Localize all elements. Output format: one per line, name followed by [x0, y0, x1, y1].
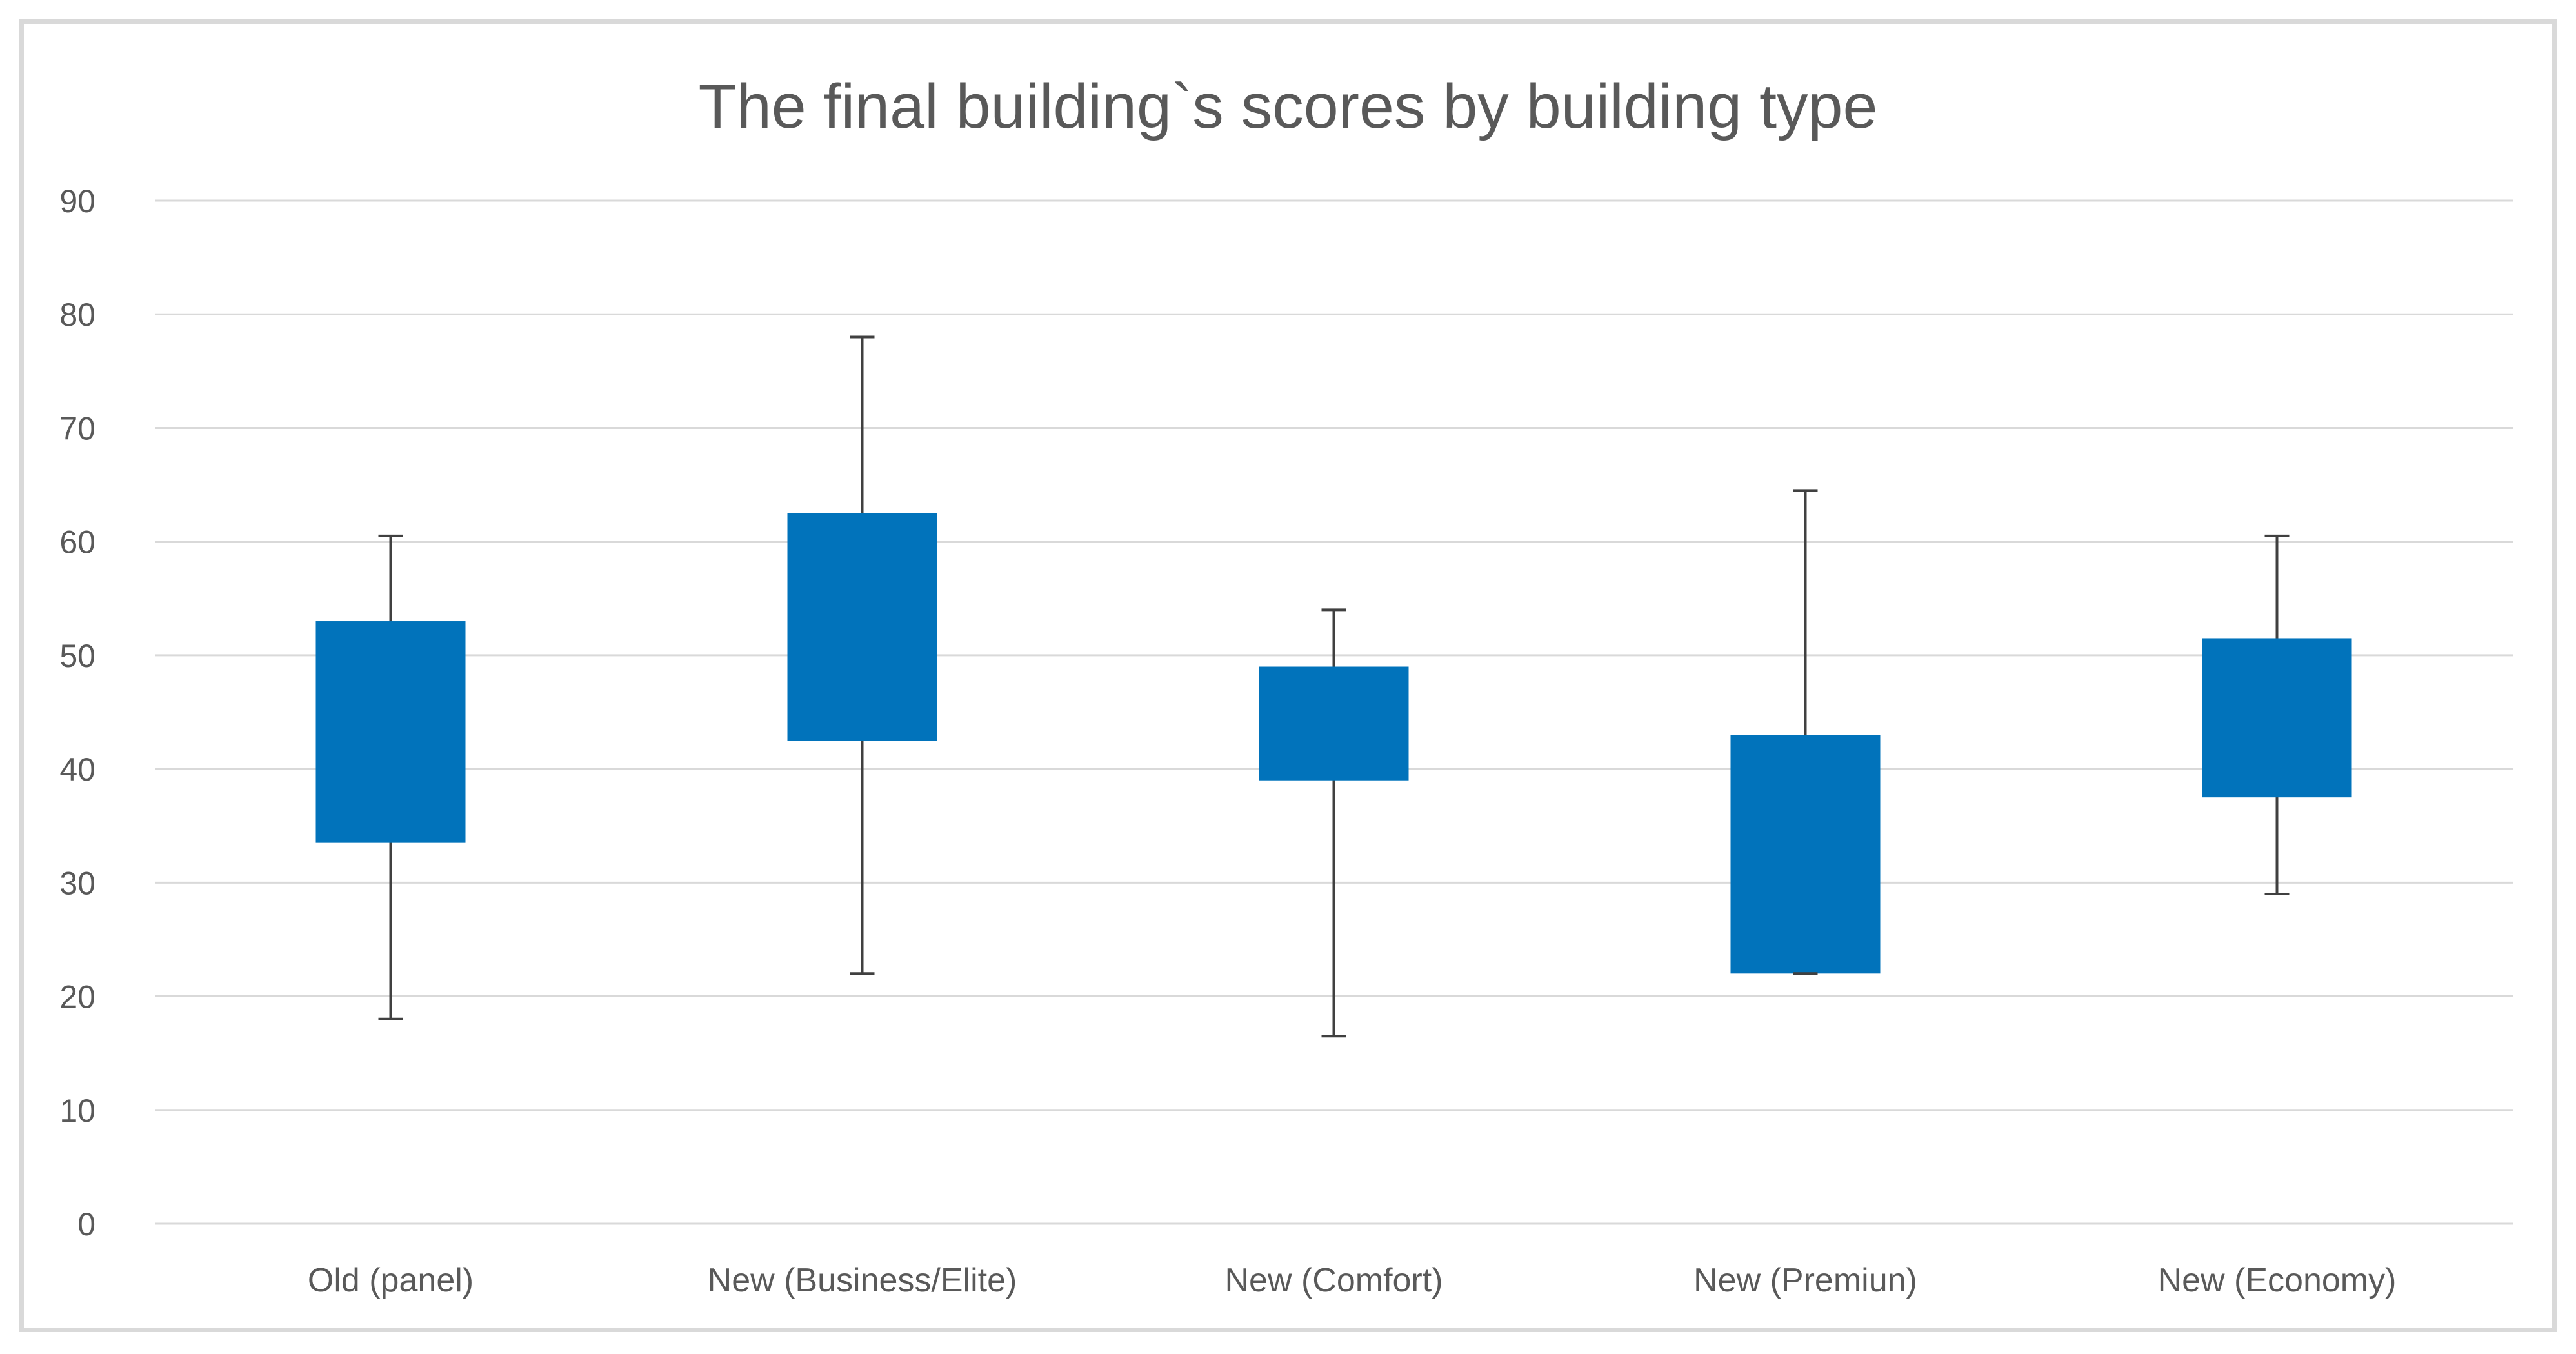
y-tick-label: 20	[59, 979, 95, 1015]
y-tick-label: 60	[59, 524, 95, 561]
x-category-label: Old (panel)	[308, 1262, 474, 1299]
x-category-label: New (Comfort)	[1224, 1262, 1443, 1299]
box	[1259, 666, 1409, 781]
y-tick-label: 90	[59, 183, 95, 219]
box	[315, 621, 466, 843]
y-tick-label: 50	[59, 638, 95, 674]
y-tick-label: 30	[59, 865, 95, 901]
box	[1730, 735, 1881, 974]
y-tick-label: 0	[77, 1206, 95, 1242]
y-tick-label: 40	[59, 752, 95, 788]
x-category-label: New (Business/Elite)	[708, 1262, 1017, 1299]
x-category-label: New (Economy)	[2158, 1262, 2397, 1299]
y-tick-label: 10	[59, 1093, 95, 1129]
y-tick-label: 80	[59, 297, 95, 333]
y-tick-label: 70	[59, 410, 95, 446]
box	[2202, 638, 2352, 798]
x-category-label: New (Premiun)	[1693, 1262, 1917, 1299]
box	[787, 513, 937, 741]
chart-title: The final building`s scores by building …	[698, 71, 1878, 141]
